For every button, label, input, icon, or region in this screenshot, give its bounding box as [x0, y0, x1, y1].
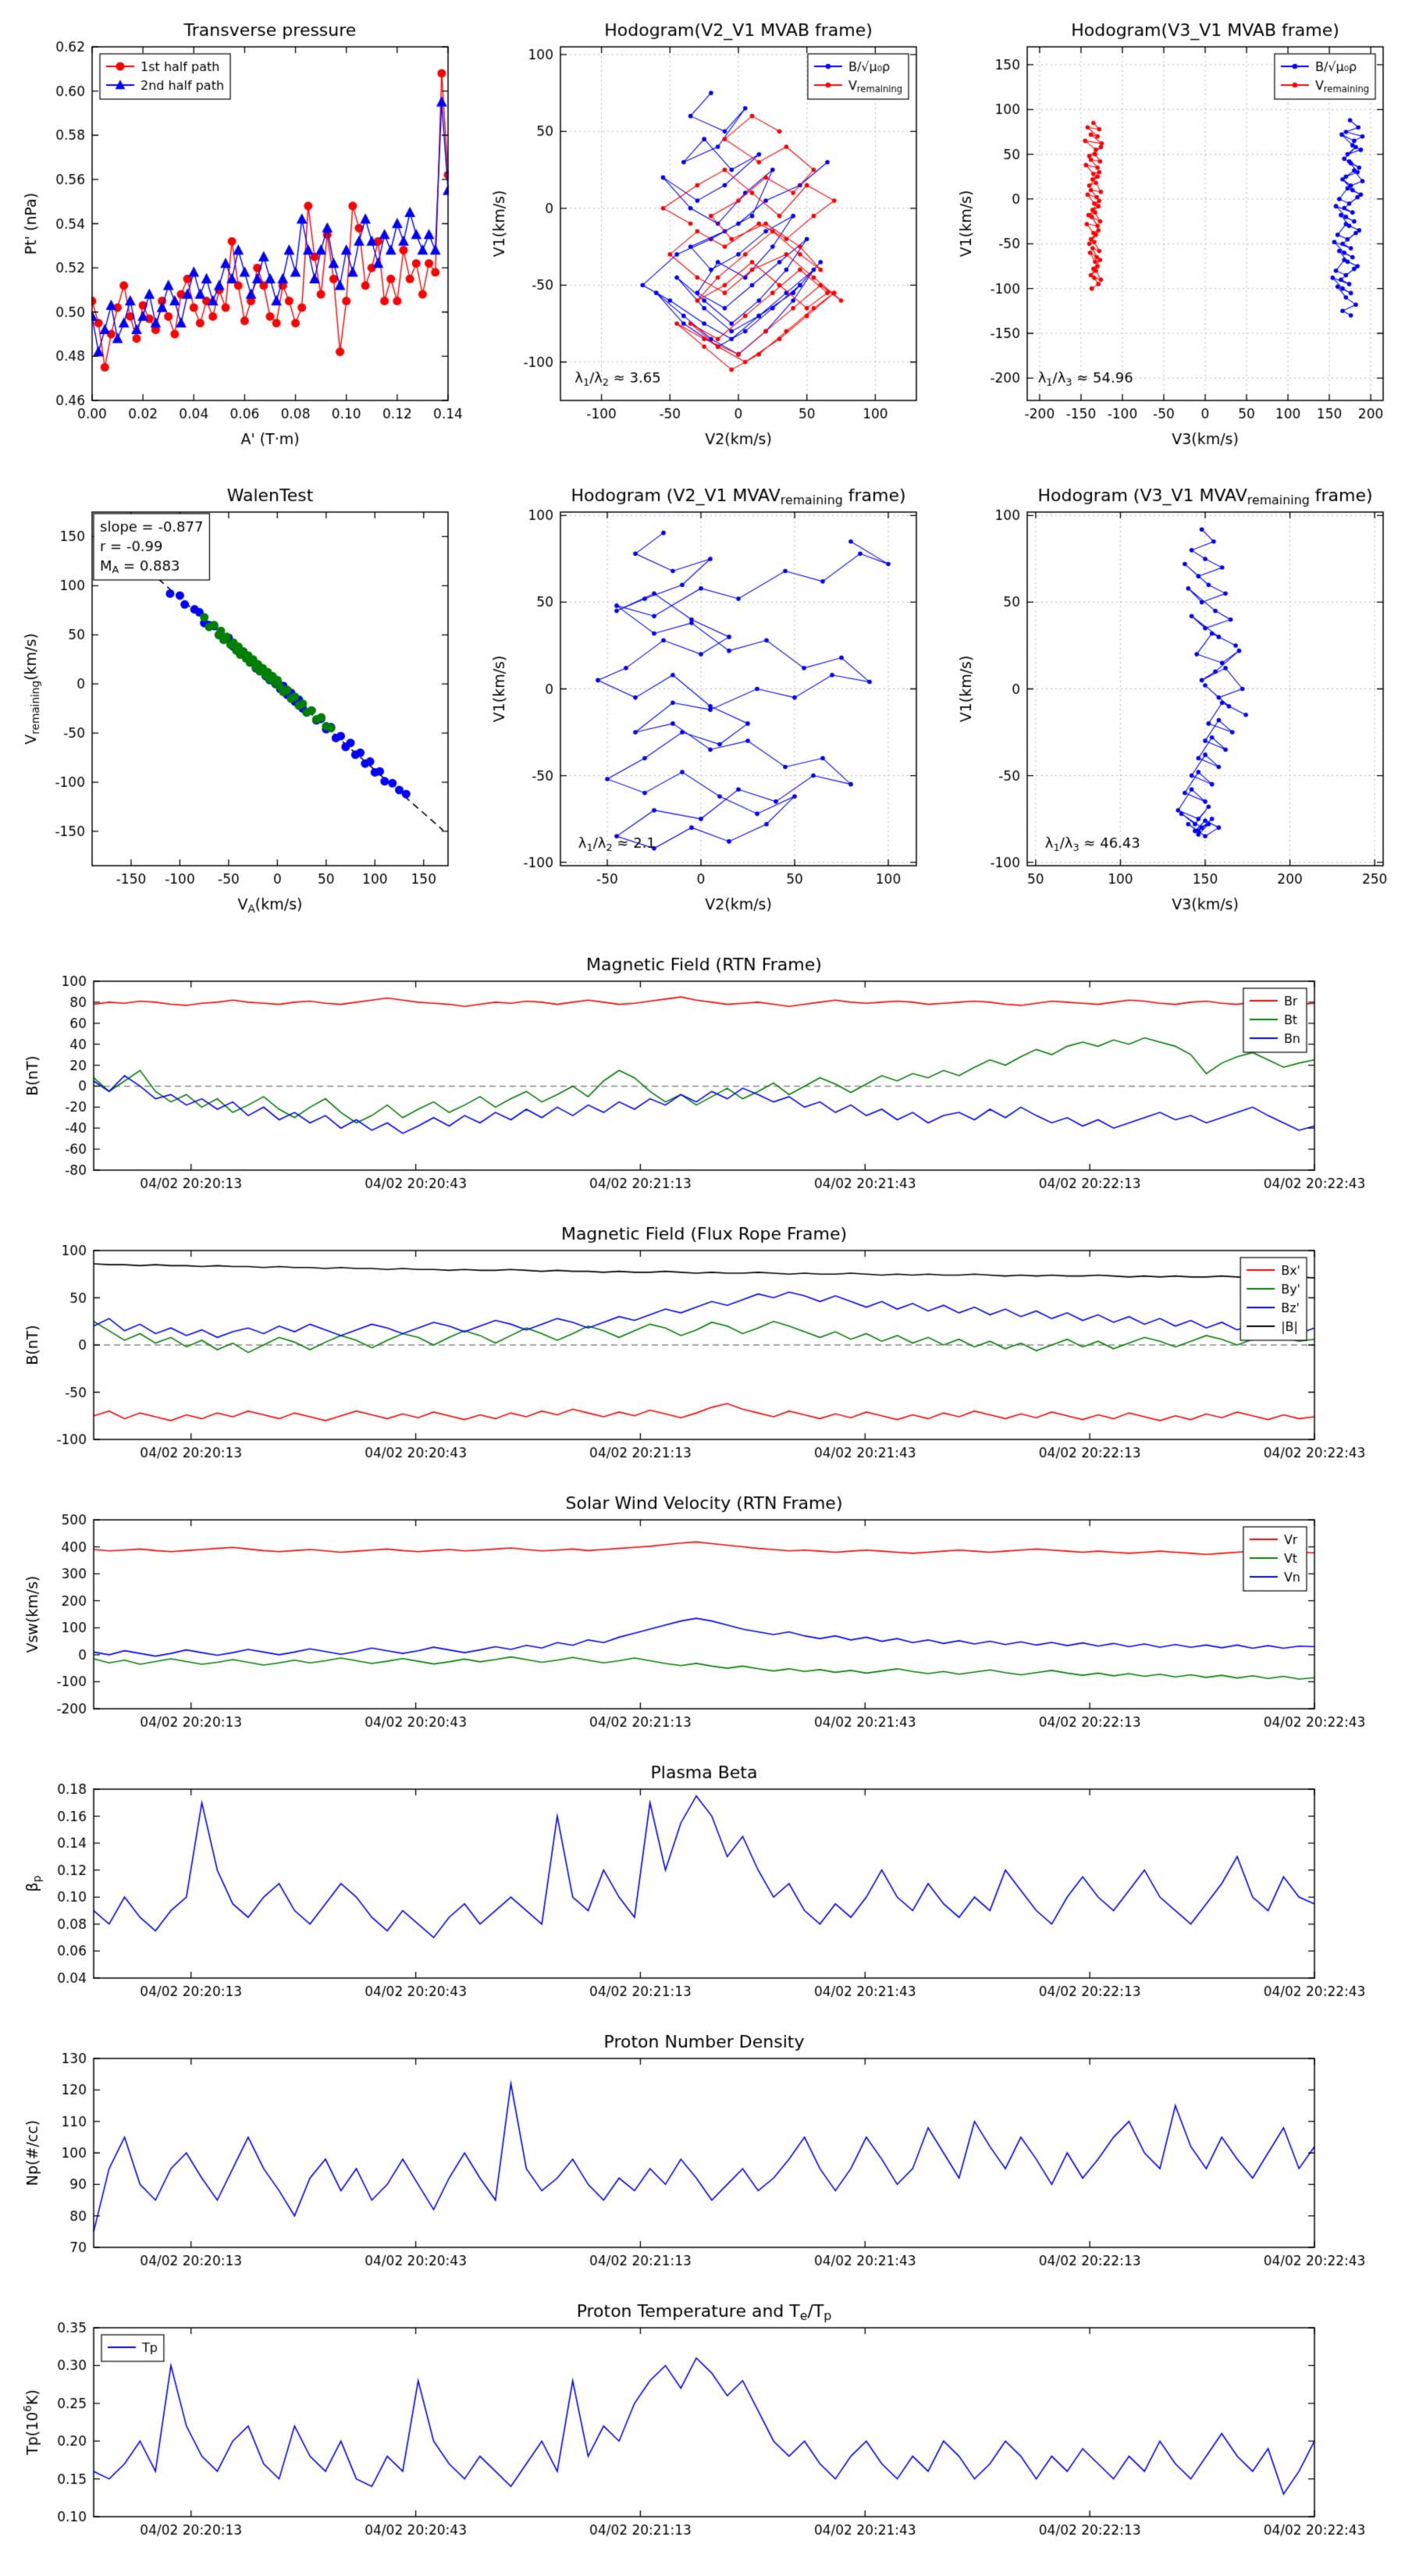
chart-plasma-beta [0, 1749, 1405, 2014]
chart-solar-wind-velocity [0, 1479, 1405, 1745]
chart-magnetic-field-flux-rope [0, 1210, 1405, 1475]
chart-proton-number-density [0, 2018, 1405, 2283]
chart-transverse-pressure [0, 9, 468, 466]
chart-hodogram-v3v1-mvab [935, 9, 1403, 466]
chart-hodogram-v2v1-mvav [468, 475, 937, 931]
chart-magnetic-field-rtn [0, 941, 1405, 1206]
chart-proton-temperature [0, 2287, 1405, 2553]
chart-walen-test [0, 475, 468, 931]
chart-hodogram-v3v1-mvav [935, 475, 1403, 931]
chart-hodogram-v2v1-mvab [468, 9, 937, 466]
